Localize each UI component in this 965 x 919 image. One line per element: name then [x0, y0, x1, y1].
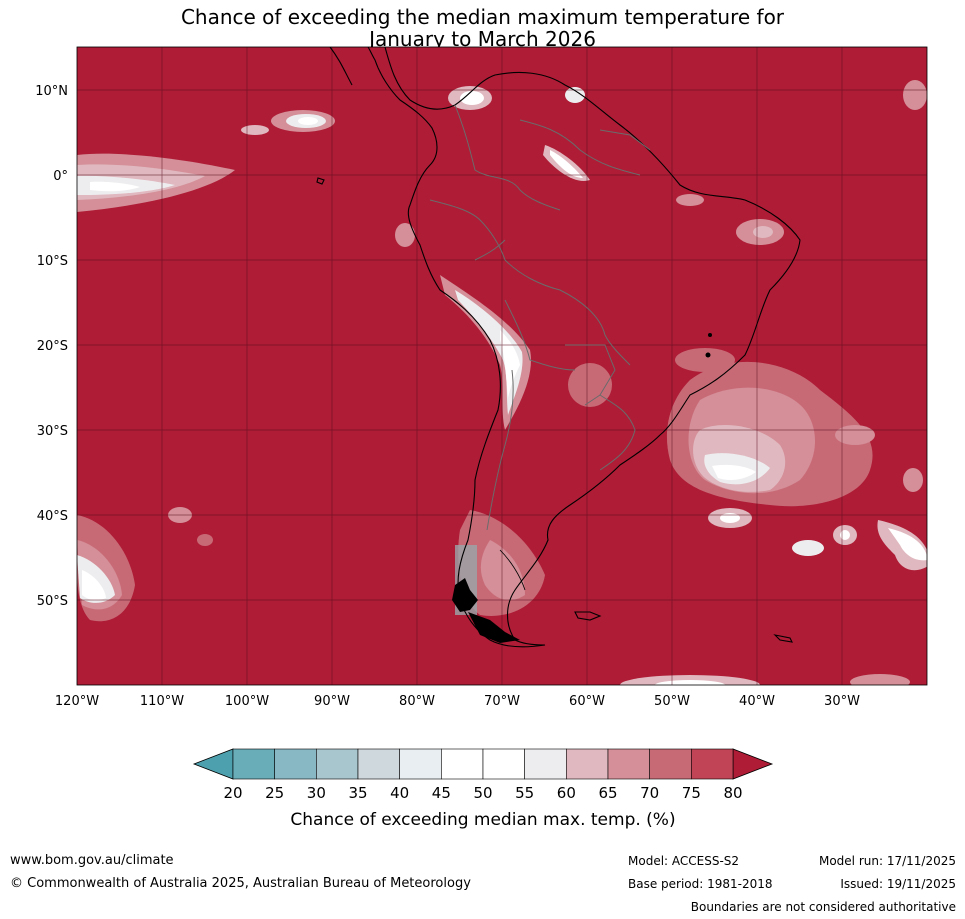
colorbar-cell	[357, 748, 400, 780]
colorbar-tick-label: 20	[223, 784, 242, 802]
lat-label-10s: 10°S	[37, 254, 68, 269]
colorbar-tick-label: 40	[390, 784, 409, 802]
lat-label-30s: 30°S	[37, 424, 68, 439]
colorbar-high-arrow	[732, 748, 774, 780]
base-period: Base period: 1981-2018	[628, 877, 773, 891]
colorbar-tick-label: 80	[723, 784, 742, 802]
lat-label-10n: 10°N	[35, 84, 68, 99]
lon-label-120w: 120°W	[55, 694, 99, 709]
colorbar-tick-label: 50	[473, 784, 492, 802]
colorbar-tick-label: 65	[598, 784, 617, 802]
colorbar-cells	[232, 748, 734, 780]
map-frame	[76, 46, 928, 686]
colorbar-cell	[316, 748, 359, 780]
colorbar-tick-label: 60	[557, 784, 576, 802]
colorbar-tick-label: 70	[640, 784, 659, 802]
country-borders	[429, 104, 651, 531]
colorbar-label: Chance of exceeding median max. temp. (%…	[290, 810, 675, 830]
colorbar-low-arrow	[192, 748, 234, 780]
colorbar-cell	[232, 748, 275, 780]
issued-date: Issued: 19/11/2025	[840, 877, 956, 891]
lon-label-30w: 30°W	[824, 694, 860, 709]
colorbar-tick-label: 45	[432, 784, 451, 802]
colorbar-tick-label: 25	[265, 784, 284, 802]
lat-label-50s: 50°S	[37, 594, 68, 609]
patagonia-islands	[452, 333, 712, 643]
map-title-line2: January to March 2026	[369, 27, 596, 51]
model-name: Model: ACCESS-S2	[628, 854, 740, 868]
lon-label-80w: 80°W	[399, 694, 435, 709]
colorbar-tick-label: 35	[348, 784, 367, 802]
lon-label-110w: 110°W	[140, 694, 184, 709]
lat-label-40s: 40°S	[37, 509, 68, 524]
copyright-text: © Commonwealth of Australia 2025, Austra…	[10, 876, 471, 891]
colorbar-cell	[274, 748, 317, 780]
colorbar-tick-label: 55	[515, 784, 534, 802]
map-title-line1: Chance of exceeding the median maximum t…	[180, 5, 785, 29]
lon-label-40w: 40°W	[739, 694, 775, 709]
lon-label-100w: 100°W	[225, 694, 269, 709]
lat-label-0: 0°	[53, 169, 68, 184]
lat-label-20s: 20°S	[37, 339, 68, 354]
colorbar-tick-label: 75	[682, 784, 701, 802]
coastline	[316, 47, 801, 648]
map-area	[77, 47, 927, 685]
colorbar-cell	[482, 748, 525, 780]
lon-label-90w: 90°W	[314, 694, 350, 709]
boundaries-disclaimer: Boundaries are not considered authoritat…	[690, 900, 956, 914]
colorbar-cell	[607, 748, 650, 780]
lon-label-70w: 70°W	[484, 694, 520, 709]
colorbar-tick-label: 30	[307, 784, 326, 802]
model-run-date: Model run: 17/11/2025	[818, 854, 956, 868]
latitude-labels: 10°N 0° 10°S 20°S 30°S 40°S 50°S	[35, 84, 68, 609]
colorbar-cell	[691, 748, 734, 780]
probability-patches	[77, 80, 927, 685]
colorbar: 20 25 30 35 40 45 50 55 60 65 70 75 80 Chance of exc…	[192, 748, 774, 830]
colorbar-cell	[524, 748, 567, 780]
graticule	[77, 47, 927, 685]
longitude-labels: 120°W 110°W 100°W 90°W 80°W 70°W 60°W 50…	[55, 694, 860, 709]
lon-label-60w: 60°W	[569, 694, 605, 709]
colorbar-tick-labels: 20 25 30 35 40 45 50 55 60 65 70 75 80	[223, 784, 742, 802]
colorbar-cell	[649, 748, 692, 780]
colorbar-cell	[566, 748, 609, 780]
website-link[interactable]: www.bom.gov.au/climate	[10, 853, 174, 868]
lon-label-50w: 50°W	[654, 694, 690, 709]
colorbar-cell	[441, 748, 484, 780]
colorbar-cell	[399, 748, 442, 780]
